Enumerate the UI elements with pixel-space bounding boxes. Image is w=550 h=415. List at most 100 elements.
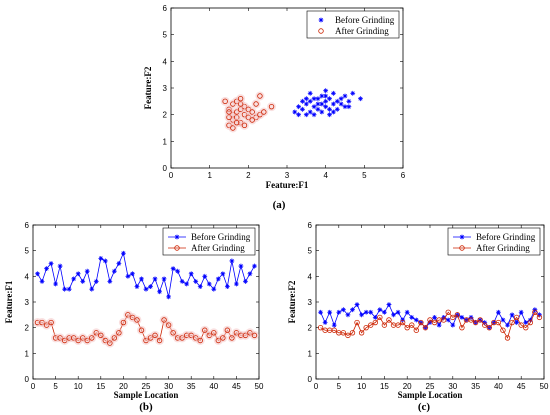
data-point	[327, 309, 333, 315]
data-point	[486, 324, 492, 331]
data-point-glow	[236, 94, 246, 104]
x-tick-label: 50	[255, 382, 264, 391]
data-point-glow	[46, 318, 56, 328]
legend-marker	[459, 234, 465, 240]
data-point	[319, 93, 325, 99]
legend-label: Before Grinding	[335, 15, 395, 25]
data-point	[307, 90, 313, 96]
data-point	[404, 309, 410, 315]
data-point-glow	[118, 318, 128, 328]
y-tick-label: 5	[25, 247, 30, 256]
data-point	[395, 322, 401, 328]
data-point	[170, 266, 176, 272]
data-point	[338, 101, 344, 107]
data-point	[536, 314, 543, 321]
series-line	[320, 311, 540, 339]
data-point	[307, 109, 313, 115]
data-point	[334, 98, 340, 104]
x-tick-label: 45	[232, 382, 241, 391]
y-tick-label: 2	[163, 111, 168, 120]
data-point	[165, 322, 172, 328]
data-point	[331, 322, 337, 328]
x-axis-label: Feature:F1	[266, 180, 309, 190]
data-point	[345, 312, 351, 318]
data-point	[71, 276, 77, 282]
data-point	[249, 117, 255, 123]
x-tick-label: 45	[517, 382, 526, 391]
panel-a-scatter: (a) 0 1 2 3 4 5 6 0 1 2 3 4 5 6 Feature:F1 Feature:F2 Be…	[143, 4, 406, 211]
legend-marker	[174, 245, 180, 251]
y-tick-label: 6	[308, 221, 313, 230]
data-point	[249, 109, 255, 115]
data-point	[303, 112, 309, 118]
data-point	[170, 330, 176, 336]
data-point-glow	[239, 120, 249, 130]
data-point	[193, 279, 199, 284]
data-point	[226, 109, 232, 115]
data-point	[62, 286, 68, 292]
data-point	[523, 324, 529, 331]
legend-label: Before Grinding	[476, 232, 536, 242]
y-tick-label: 6	[25, 221, 30, 230]
data-point	[342, 104, 348, 110]
data-point	[98, 255, 104, 261]
data-point	[450, 314, 456, 321]
data-point	[331, 109, 336, 115]
data-point	[413, 317, 419, 323]
data-point	[440, 317, 447, 323]
data-point-glow	[136, 325, 146, 335]
data-point	[311, 96, 317, 102]
data-point	[48, 319, 54, 326]
data-point	[513, 314, 520, 321]
data-point	[93, 279, 99, 284]
data-point	[311, 104, 317, 110]
legend-label: After Grinding	[335, 26, 389, 36]
data-point	[296, 112, 301, 118]
x-tick-label: 40	[209, 382, 218, 391]
x-tick-label: 5	[53, 382, 58, 391]
data-point	[413, 327, 420, 333]
data-point	[57, 263, 63, 269]
x-tick-label: 25	[142, 382, 151, 391]
data-point	[527, 319, 534, 326]
data-point	[459, 315, 465, 320]
data-point	[386, 317, 392, 323]
data-point	[211, 286, 217, 292]
x-tick-label: 20	[119, 382, 128, 391]
data-point	[500, 317, 506, 323]
data-point	[224, 327, 231, 333]
panel-b-caption: (b)	[139, 401, 153, 413]
data-point	[509, 319, 515, 326]
x-tick-label: 50	[540, 382, 549, 391]
data-point-glow	[224, 107, 234, 117]
data-point	[350, 307, 355, 313]
series-before-grinding	[35, 250, 257, 300]
data-point	[331, 101, 336, 107]
data-point	[44, 266, 49, 272]
legend-label: After Grinding	[191, 243, 245, 253]
data-point	[222, 98, 228, 105]
y-tick-label: 4	[308, 272, 313, 281]
data-point-glow	[255, 91, 265, 101]
data-point	[107, 279, 113, 284]
data-point	[152, 276, 158, 282]
data-point	[482, 322, 488, 328]
y-tick-label: 4	[25, 272, 30, 281]
legend-marker	[318, 28, 324, 34]
data-point	[327, 106, 332, 112]
legend-box	[162, 227, 256, 256]
y-tick-label: 3	[25, 298, 30, 307]
data-point	[143, 286, 149, 292]
data-point	[505, 322, 510, 328]
y-tick-label: 5	[163, 31, 168, 40]
data-point	[39, 279, 45, 284]
data-point	[359, 312, 364, 318]
data-point	[315, 96, 321, 102]
data-point	[331, 90, 336, 96]
x-tick-label: 0	[314, 382, 319, 391]
data-point	[409, 322, 415, 328]
data-point	[334, 106, 340, 112]
data-point	[350, 90, 356, 96]
